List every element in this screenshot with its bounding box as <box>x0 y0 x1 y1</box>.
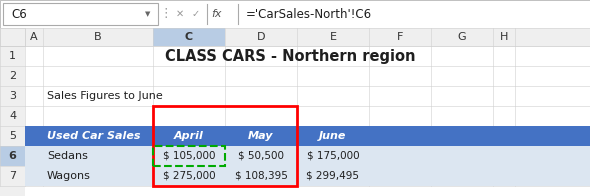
Text: A: A <box>30 32 38 42</box>
Text: $ 50,500: $ 50,500 <box>238 151 284 161</box>
Text: $ 299,495: $ 299,495 <box>306 171 359 181</box>
Text: May: May <box>248 131 274 141</box>
Text: 3: 3 <box>9 91 16 101</box>
Text: $ 108,395: $ 108,395 <box>235 171 287 181</box>
Text: F: F <box>397 32 403 42</box>
Text: ='CarSales-North'!C6: ='CarSales-North'!C6 <box>246 7 372 21</box>
Text: Sedans: Sedans <box>47 151 88 161</box>
Text: H: H <box>500 32 508 42</box>
Text: E: E <box>329 32 336 42</box>
Text: C: C <box>185 32 193 42</box>
Text: 6: 6 <box>9 151 17 161</box>
Text: Used Car Sales: Used Car Sales <box>47 131 140 141</box>
Text: $ 175,000: $ 175,000 <box>307 151 359 161</box>
Text: C6: C6 <box>11 7 27 21</box>
Text: $ 105,000: $ 105,000 <box>163 151 215 161</box>
Text: 4: 4 <box>9 111 16 121</box>
Text: 5: 5 <box>9 131 16 141</box>
Text: G: G <box>458 32 466 42</box>
Text: CLASS CARS - Northern region: CLASS CARS - Northern region <box>165 48 415 64</box>
Text: fx: fx <box>211 9 221 19</box>
Text: $ 275,000: $ 275,000 <box>163 171 215 181</box>
Text: June: June <box>319 131 347 141</box>
Text: ▼: ▼ <box>145 11 150 17</box>
Text: Wagons: Wagons <box>47 171 91 181</box>
Text: 1: 1 <box>9 51 16 61</box>
Text: Sales Figures to June: Sales Figures to June <box>47 91 163 101</box>
Text: 7: 7 <box>9 171 16 181</box>
Text: ✕: ✕ <box>176 9 184 19</box>
Text: April: April <box>174 131 204 141</box>
Text: ⋮: ⋮ <box>160 7 172 21</box>
Text: 2: 2 <box>9 71 16 81</box>
Text: D: D <box>257 32 266 42</box>
Text: ✓: ✓ <box>192 9 200 19</box>
Text: B: B <box>94 32 102 42</box>
